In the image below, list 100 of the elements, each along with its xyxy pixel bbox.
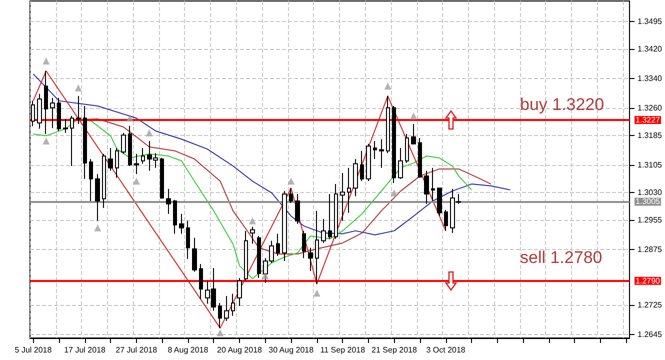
candlestick <box>63 118 68 134</box>
candlestick <box>95 174 100 222</box>
candlestick <box>173 199 177 234</box>
candlestick <box>115 147 119 178</box>
y-tick-label: 1.2875 <box>638 245 663 254</box>
candlestick <box>289 188 293 204</box>
candlestick <box>179 213 184 234</box>
candlestick <box>134 153 139 175</box>
candlestick <box>57 97 61 132</box>
point <box>132 178 140 185</box>
candlestick <box>218 302 222 329</box>
candlestick <box>102 153 106 208</box>
x-tick-label: 17 Jul 2018 <box>64 346 106 354</box>
y-tick-label: 1.3260 <box>638 103 663 112</box>
candlestick <box>418 138 422 178</box>
candlestick <box>386 96 390 154</box>
point <box>262 272 269 280</box>
point <box>248 217 256 224</box>
candlestick <box>276 233 280 256</box>
x-tick-label: 27 Jul 2018 <box>116 346 158 354</box>
candlestick <box>166 188 171 214</box>
candlestick <box>444 209 448 232</box>
candlestick <box>373 140 377 160</box>
point <box>410 112 418 120</box>
line-series <box>32 73 511 236</box>
point <box>42 137 50 144</box>
candlestick <box>431 167 435 202</box>
candlestick <box>360 150 364 182</box>
y-tick-label: 1.2725 <box>638 300 663 310</box>
x-tick-label: 11 Sep 2018 <box>320 346 366 354</box>
candlestick <box>76 96 81 125</box>
y-tick-label: 1.3420 <box>638 44 663 54</box>
point <box>390 189 398 196</box>
candlestick <box>83 105 87 180</box>
point <box>146 129 153 136</box>
candlestick <box>411 124 416 144</box>
candlestick <box>437 188 442 216</box>
candlestick <box>398 147 403 180</box>
y-tick-label: 1.3495 <box>638 16 663 26</box>
candlestick <box>340 172 345 222</box>
candlestick <box>315 210 319 284</box>
candlestick <box>199 263 203 300</box>
candlestick <box>321 218 326 244</box>
candlestick <box>44 70 48 134</box>
candlestick <box>192 237 197 272</box>
candlestick <box>392 105 396 184</box>
annotation: buy 1.3220 <box>520 95 604 114</box>
candlestick <box>328 193 332 240</box>
y-tick-label: 1.3340 <box>638 74 663 83</box>
candlestick <box>347 167 351 214</box>
point <box>216 329 224 336</box>
ref-line-label: 1.3005 <box>636 197 661 206</box>
line-series <box>32 118 472 280</box>
point <box>313 290 320 297</box>
candlestick <box>141 147 145 164</box>
candlestick <box>121 132 126 154</box>
candlestick <box>405 133 409 164</box>
candlestick <box>244 230 248 282</box>
candlestick <box>186 220 190 260</box>
candlestick <box>231 293 235 316</box>
x-tick-label: 3 Oct 2018 <box>426 346 466 354</box>
candlestick <box>250 226 255 244</box>
ref-line-label: 1.3227 <box>636 115 661 124</box>
candlestick <box>302 230 306 259</box>
candlestick <box>50 97 55 129</box>
point <box>94 224 102 232</box>
candlestick <box>424 170 429 204</box>
candlestick <box>108 147 113 172</box>
point <box>42 58 50 65</box>
candlestick <box>366 143 371 182</box>
candlestick <box>89 158 93 202</box>
candlestick <box>308 247 313 272</box>
ref-line-label: 1.2790 <box>636 276 661 286</box>
point <box>126 114 134 122</box>
candlestick <box>224 296 229 322</box>
candlestick <box>257 235 261 278</box>
y-tick-label: 1.3185 <box>638 130 663 140</box>
y-tick-label: 1.2955 <box>638 216 663 225</box>
candlestick <box>379 138 384 168</box>
y-tick-label: 1.3105 <box>638 160 663 170</box>
y-tick-label: 1.3030 <box>638 188 663 198</box>
x-tick-label: 20 Aug 2018 <box>217 346 263 354</box>
x-tick-label: 21 Sep 2018 <box>372 346 418 354</box>
y-tick-label: 1.2645 <box>638 330 663 339</box>
x-tick-label: 30 Aug 2018 <box>268 346 314 354</box>
candlestick <box>334 184 338 240</box>
x-tick-label: 5 Jul 2018 <box>14 346 52 354</box>
candlestick <box>295 193 300 224</box>
annotation: sell 1.2780 <box>520 248 602 267</box>
point <box>288 178 295 185</box>
candlestick <box>70 115 74 166</box>
candlestick <box>282 190 287 262</box>
point <box>74 84 82 92</box>
point <box>384 82 392 90</box>
x-tick-label: 8 Aug 2018 <box>168 346 209 354</box>
candlestick <box>353 158 358 197</box>
candlestick <box>128 125 132 166</box>
candlestick <box>237 277 242 306</box>
candlestick <box>160 157 164 200</box>
candlestick <box>37 93 42 130</box>
